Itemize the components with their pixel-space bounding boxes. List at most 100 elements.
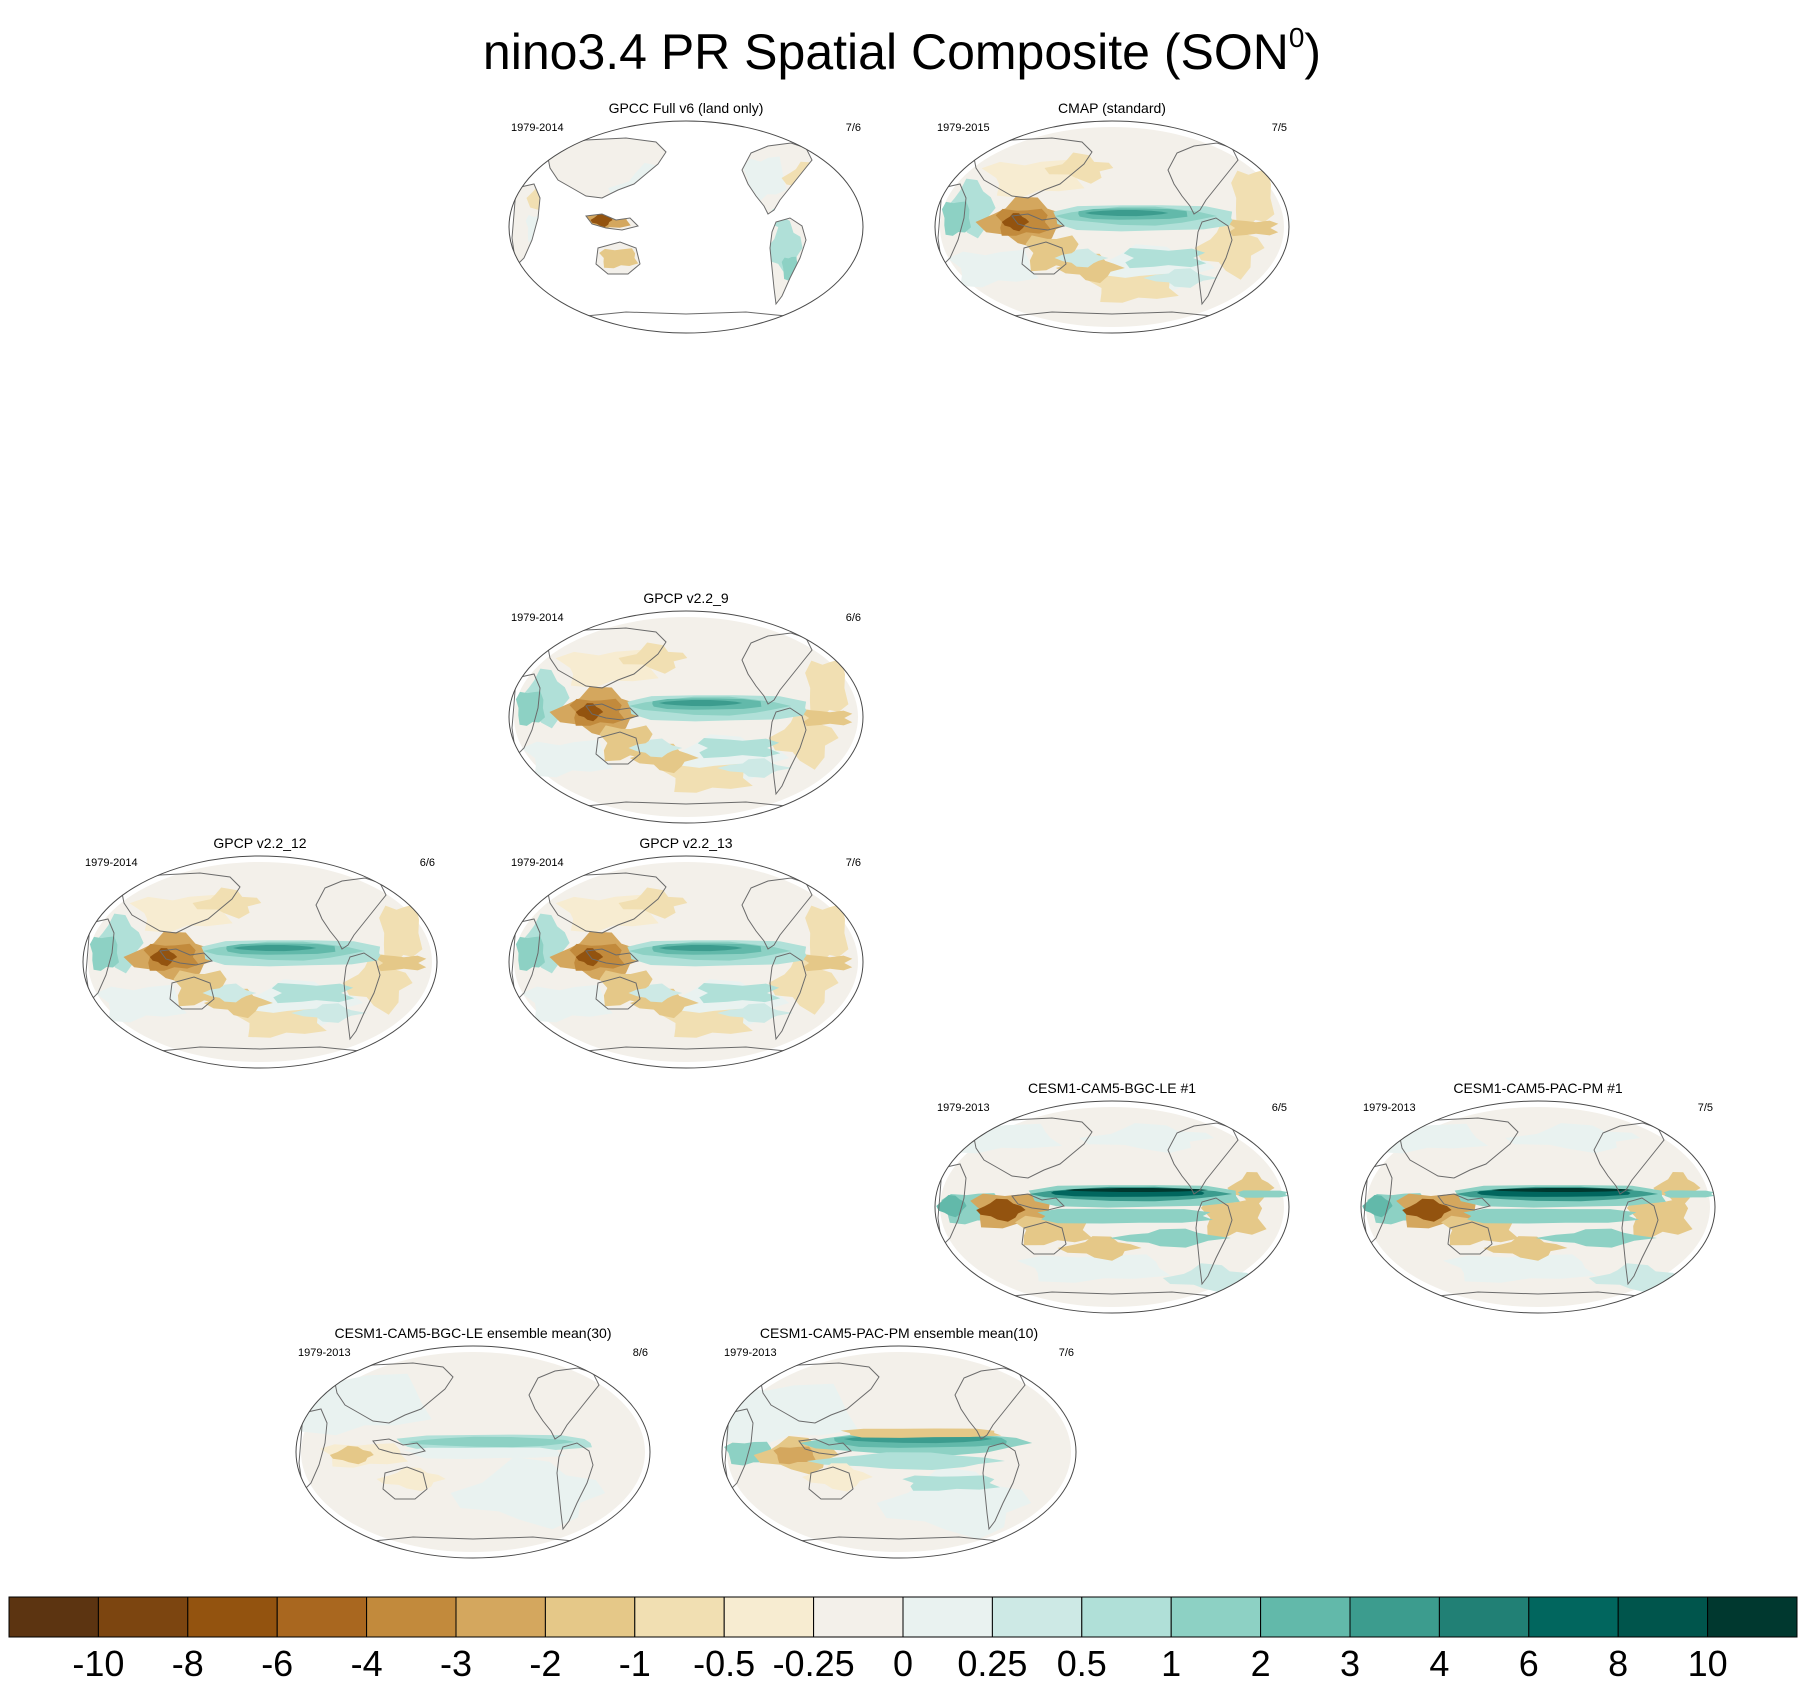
anomaly-region <box>376 1467 446 1492</box>
anomaly-region <box>876 1467 1032 1540</box>
coastline-southAmerica <box>769 707 807 796</box>
coastline-australia <box>382 1466 428 1500</box>
panel-title: GPCC Full v6 (land only) <box>608 100 764 116</box>
panel-years: 1979-2013 <box>1363 1102 1416 1114</box>
coastline-indonesia <box>585 948 639 966</box>
anomaly-region <box>802 1463 873 1492</box>
colorbar-tick-label: 6 <box>1519 1643 1539 1684</box>
coastline-southAmerica <box>1195 217 1233 306</box>
colorbar-box <box>544 1596 636 1638</box>
map-canvas <box>508 610 864 824</box>
anomaly-region <box>1143 268 1219 288</box>
map-frame <box>82 855 438 1069</box>
anomaly-region <box>408 1436 575 1448</box>
coastline-southAmerica <box>343 952 381 1041</box>
panel-pacpm-mean: CESM1-CAM5-PAC-PM ensemble mean(10) 1979… <box>709 1325 1089 1575</box>
anomaly-region <box>379 904 423 964</box>
anomaly-region <box>202 983 257 1003</box>
colorbar-box <box>97 1596 189 1638</box>
colorbar-tick-label: -0.5 <box>693 1643 755 1684</box>
anomaly-region <box>1483 1236 1568 1261</box>
anomaly-region <box>89 936 119 971</box>
anomaly-region <box>1663 1190 1715 1198</box>
anomaly-region <box>1065 1188 1209 1192</box>
anomaly-region <box>1442 1254 1597 1283</box>
panel-cmap: CMAP (standard) 1979-2015 7/5 <box>922 100 1302 350</box>
panel-ratio: 7/6 <box>845 857 861 869</box>
anomaly-region <box>697 738 781 759</box>
anomaly-region <box>271 983 355 1004</box>
colorbar-tick-label: 0.5 <box>1057 1643 1107 1684</box>
colorbar-tick-label: -1 <box>619 1643 651 1684</box>
coastline-australia <box>169 976 215 1010</box>
chart-title-superscript: 0 <box>1288 22 1305 53</box>
coastline-southAmerica <box>982 1442 1020 1531</box>
coastline-greenland <box>1231 1111 1263 1133</box>
map-field <box>509 121 863 333</box>
anomaly-region <box>1054 248 1109 268</box>
colorbar-box <box>634 1596 725 1638</box>
coastline-indonesia <box>585 703 639 721</box>
map-canvas <box>508 855 864 1069</box>
coastline-europe <box>835 635 863 665</box>
map-frame <box>934 120 1290 334</box>
anomaly-region <box>1231 169 1275 229</box>
anomaly-region <box>1535 1228 1657 1248</box>
coastline-indonesia <box>1011 1193 1065 1211</box>
map-canvas <box>508 120 864 334</box>
anomaly-region <box>941 201 971 236</box>
coastline-greenland <box>805 866 837 888</box>
coastline-indonesia <box>1011 213 1065 231</box>
panel-ratio: 7/5 <box>1271 122 1287 134</box>
colorbar-tick-label: -2 <box>529 1643 561 1684</box>
coastline-asia <box>758 1362 880 1424</box>
colorbar-tick-label: 8 <box>1608 1643 1628 1684</box>
anomaly-region <box>629 743 699 774</box>
anomaly-region <box>95 984 187 1023</box>
map-field <box>85 862 437 1068</box>
anomaly-region <box>803 709 853 727</box>
colorbar-tick-label: -6 <box>261 1643 293 1684</box>
anomaly-region <box>1057 1236 1142 1261</box>
anomaly-region <box>1505 1123 1641 1154</box>
coastline-australia <box>808 1466 854 1500</box>
panel-gpcp9: GPCP v2.2_9 1979-2014 6/6 <box>496 590 876 840</box>
anomaly-region <box>521 739 613 778</box>
anomaly-region <box>329 1445 374 1465</box>
colorbar-tick-label: 1 <box>1161 1643 1181 1684</box>
coastline-southAmerica <box>769 952 807 1041</box>
colorbar-tick-label: -3 <box>440 1643 472 1684</box>
anomaly-region <box>599 725 656 762</box>
panel-title: GPCP v2.2_9 <box>643 590 729 606</box>
chart-title-close: ) <box>1304 24 1322 80</box>
anomaly-region <box>803 954 853 972</box>
colorbar-box <box>1170 1596 1262 1638</box>
anomaly-region <box>1402 1198 1452 1222</box>
anomaly-region <box>628 738 683 758</box>
panel-title: CESM1-CAM5-PAC-PM #1 <box>1453 1080 1623 1096</box>
panel-years: 1979-2014 <box>511 857 564 869</box>
anomaly-region <box>233 945 317 952</box>
coastline-asia <box>119 872 241 934</box>
colorbar-box <box>991 1596 1083 1638</box>
panel-ratio: 6/5 <box>1271 1102 1287 1114</box>
coastline-africa <box>298 1408 328 1493</box>
anomaly-region <box>404 1447 566 1459</box>
coastline-europe <box>1261 145 1289 175</box>
colorbar-box <box>723 1596 815 1638</box>
coastline-australia <box>595 731 641 765</box>
map-canvas <box>934 1100 1290 1314</box>
coastline-australia <box>1447 1221 1493 1255</box>
map-frame <box>721 1345 1077 1559</box>
panel-years: 1979-2013 <box>724 1347 777 1359</box>
coastline-europe <box>835 880 863 910</box>
colorbar-box <box>1260 1596 1351 1638</box>
panel-gpcc: GPCC Full v6 (land only) 1979-2014 7/6 <box>496 100 876 350</box>
panel-years: 1979-2014 <box>85 857 138 869</box>
panel-years: 1979-2015 <box>937 122 990 134</box>
anomaly-region <box>291 1003 367 1023</box>
coastline-australia <box>595 976 641 1010</box>
panel-title: CESM1-CAM5-PAC-PM ensemble mean(10) <box>759 1325 1039 1341</box>
coastline-africa <box>85 918 115 1003</box>
colorbar-box <box>366 1596 457 1638</box>
